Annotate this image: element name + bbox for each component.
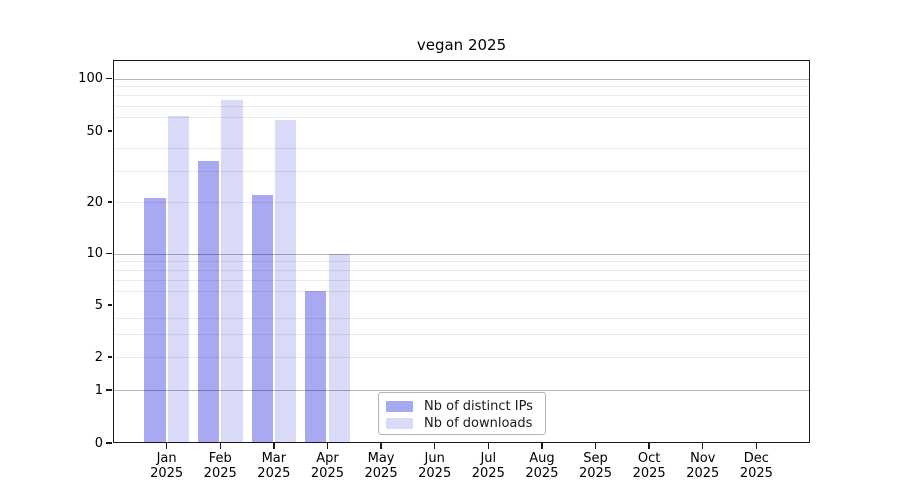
gridline-minor: [113, 333, 810, 335]
x-tick-label: Sep 2025: [566, 451, 626, 481]
x-tick-label: Feb 2025: [190, 451, 250, 481]
x-tick-label-year: 2025: [525, 466, 559, 481]
legend-label: Nb of downloads: [424, 416, 533, 431]
bar-downloads: [221, 100, 243, 443]
x-tick-mark: [594, 443, 597, 449]
y-tick-mark: [107, 304, 112, 306]
x-tick-label-year: 2025: [739, 466, 773, 481]
gridline-major: [113, 78, 810, 80]
gridline-minor: [113, 317, 810, 319]
x-tick-mark: [755, 443, 758, 449]
x-tick-label: Jan 2025: [137, 451, 197, 481]
y-tick-label: 100: [78, 71, 103, 86]
x-tick-mark: [326, 443, 329, 449]
y-tick-label: 1: [94, 382, 103, 398]
y-tick-label: 10: [86, 246, 103, 261]
legend-item: Nb of distinct IPs: [386, 398, 538, 415]
y-tick-mark: [107, 130, 112, 132]
bar-distinct-ips: [251, 194, 273, 443]
x-tick-label-year: 2025: [686, 466, 720, 481]
gridline-minor: [113, 86, 810, 88]
bar-downloads: [328, 253, 350, 443]
x-tick-mark: [219, 443, 221, 449]
gridline-major: [113, 390, 810, 391]
y-tick-mark: [105, 252, 112, 255]
gridline-minor: [113, 95, 810, 97]
x-tick-label-year: 2025: [418, 466, 452, 481]
x-tick-label-year: 2025: [203, 466, 237, 481]
y-tick-label: 0: [94, 435, 103, 451]
y-tick-mark: [107, 356, 112, 358]
gridline-minor: [113, 105, 810, 107]
x-tick-label-year: 2025: [310, 466, 344, 481]
bar-distinct-ips: [144, 198, 166, 443]
chart-title: vegan 2025: [416, 36, 507, 54]
x-tick-mark: [541, 443, 543, 449]
y-tick-mark: [105, 77, 112, 80]
legend-label: Nb of distinct IPs: [424, 399, 533, 414]
plot-area: 0 1 2 5 10 20 50 100 Jan 2025 Feb 2025 Mar 2025 Apr 202…: [78, 60, 810, 481]
legend-swatch-downloads: [386, 418, 413, 429]
x-tick-label: Nov 2025: [673, 451, 733, 481]
x-tick-label: Jun 2025: [405, 451, 465, 481]
gridline-minor: [113, 357, 810, 358]
legend-swatch-distinct-ips: [386, 401, 413, 412]
gridline-minor: [113, 202, 810, 203]
x-tick-mark: [165, 443, 168, 449]
x-tick-mark: [648, 443, 650, 449]
x-tick-label-year: 2025: [257, 466, 291, 481]
x-tick-label: Jul 2025: [458, 451, 518, 481]
gridline-minor: [113, 148, 810, 150]
x-tick-label: Apr 2025: [297, 451, 357, 481]
bar-downloads: [167, 115, 189, 443]
x-tick-label-year: 2025: [364, 466, 398, 481]
x-tick-label: Dec 2025: [726, 451, 786, 481]
bar-distinct-ips: [197, 160, 220, 443]
gridline-minor: [113, 170, 810, 172]
x-tick-mark: [433, 443, 436, 449]
x-tick-label-year: 2025: [632, 466, 666, 481]
y-tick-mark: [105, 442, 112, 444]
y-tick-label: 5: [94, 297, 103, 313]
bar-downloads: [274, 119, 297, 443]
y-tick-label: 50: [86, 123, 103, 139]
x-tick-mark: [702, 443, 704, 449]
gridline-minor: [113, 261, 810, 263]
bar-distinct-ips: [305, 291, 327, 443]
gridline-minor: [113, 291, 810, 293]
y-tick-label: 20: [86, 194, 103, 210]
y-tick-label: 2: [94, 349, 103, 365]
x-tick-label: Oct 2025: [619, 451, 679, 481]
x-tick-mark: [380, 443, 382, 449]
gridline-minor: [113, 117, 810, 119]
x-tick-mark: [487, 443, 489, 449]
gridline-minor: [113, 270, 810, 272]
x-tick-mark: [273, 443, 275, 449]
x-tick-label-year: 2025: [150, 466, 184, 481]
gridline-minor: [113, 280, 810, 281]
legend: Nb of distinct IPs Nb of downloads: [378, 392, 546, 435]
x-tick-label: Mar 2025: [244, 451, 304, 481]
x-tick-label: Aug 2025: [512, 451, 572, 481]
legend-item: Nb of downloads: [386, 415, 538, 432]
gridline-major: [113, 253, 810, 255]
y-tick-mark: [105, 389, 112, 391]
x-tick-label-year: 2025: [471, 466, 505, 481]
y-tick-mark: [107, 201, 112, 203]
x-tick-label: May 2025: [351, 451, 411, 481]
x-tick-label-year: 2025: [578, 466, 613, 481]
